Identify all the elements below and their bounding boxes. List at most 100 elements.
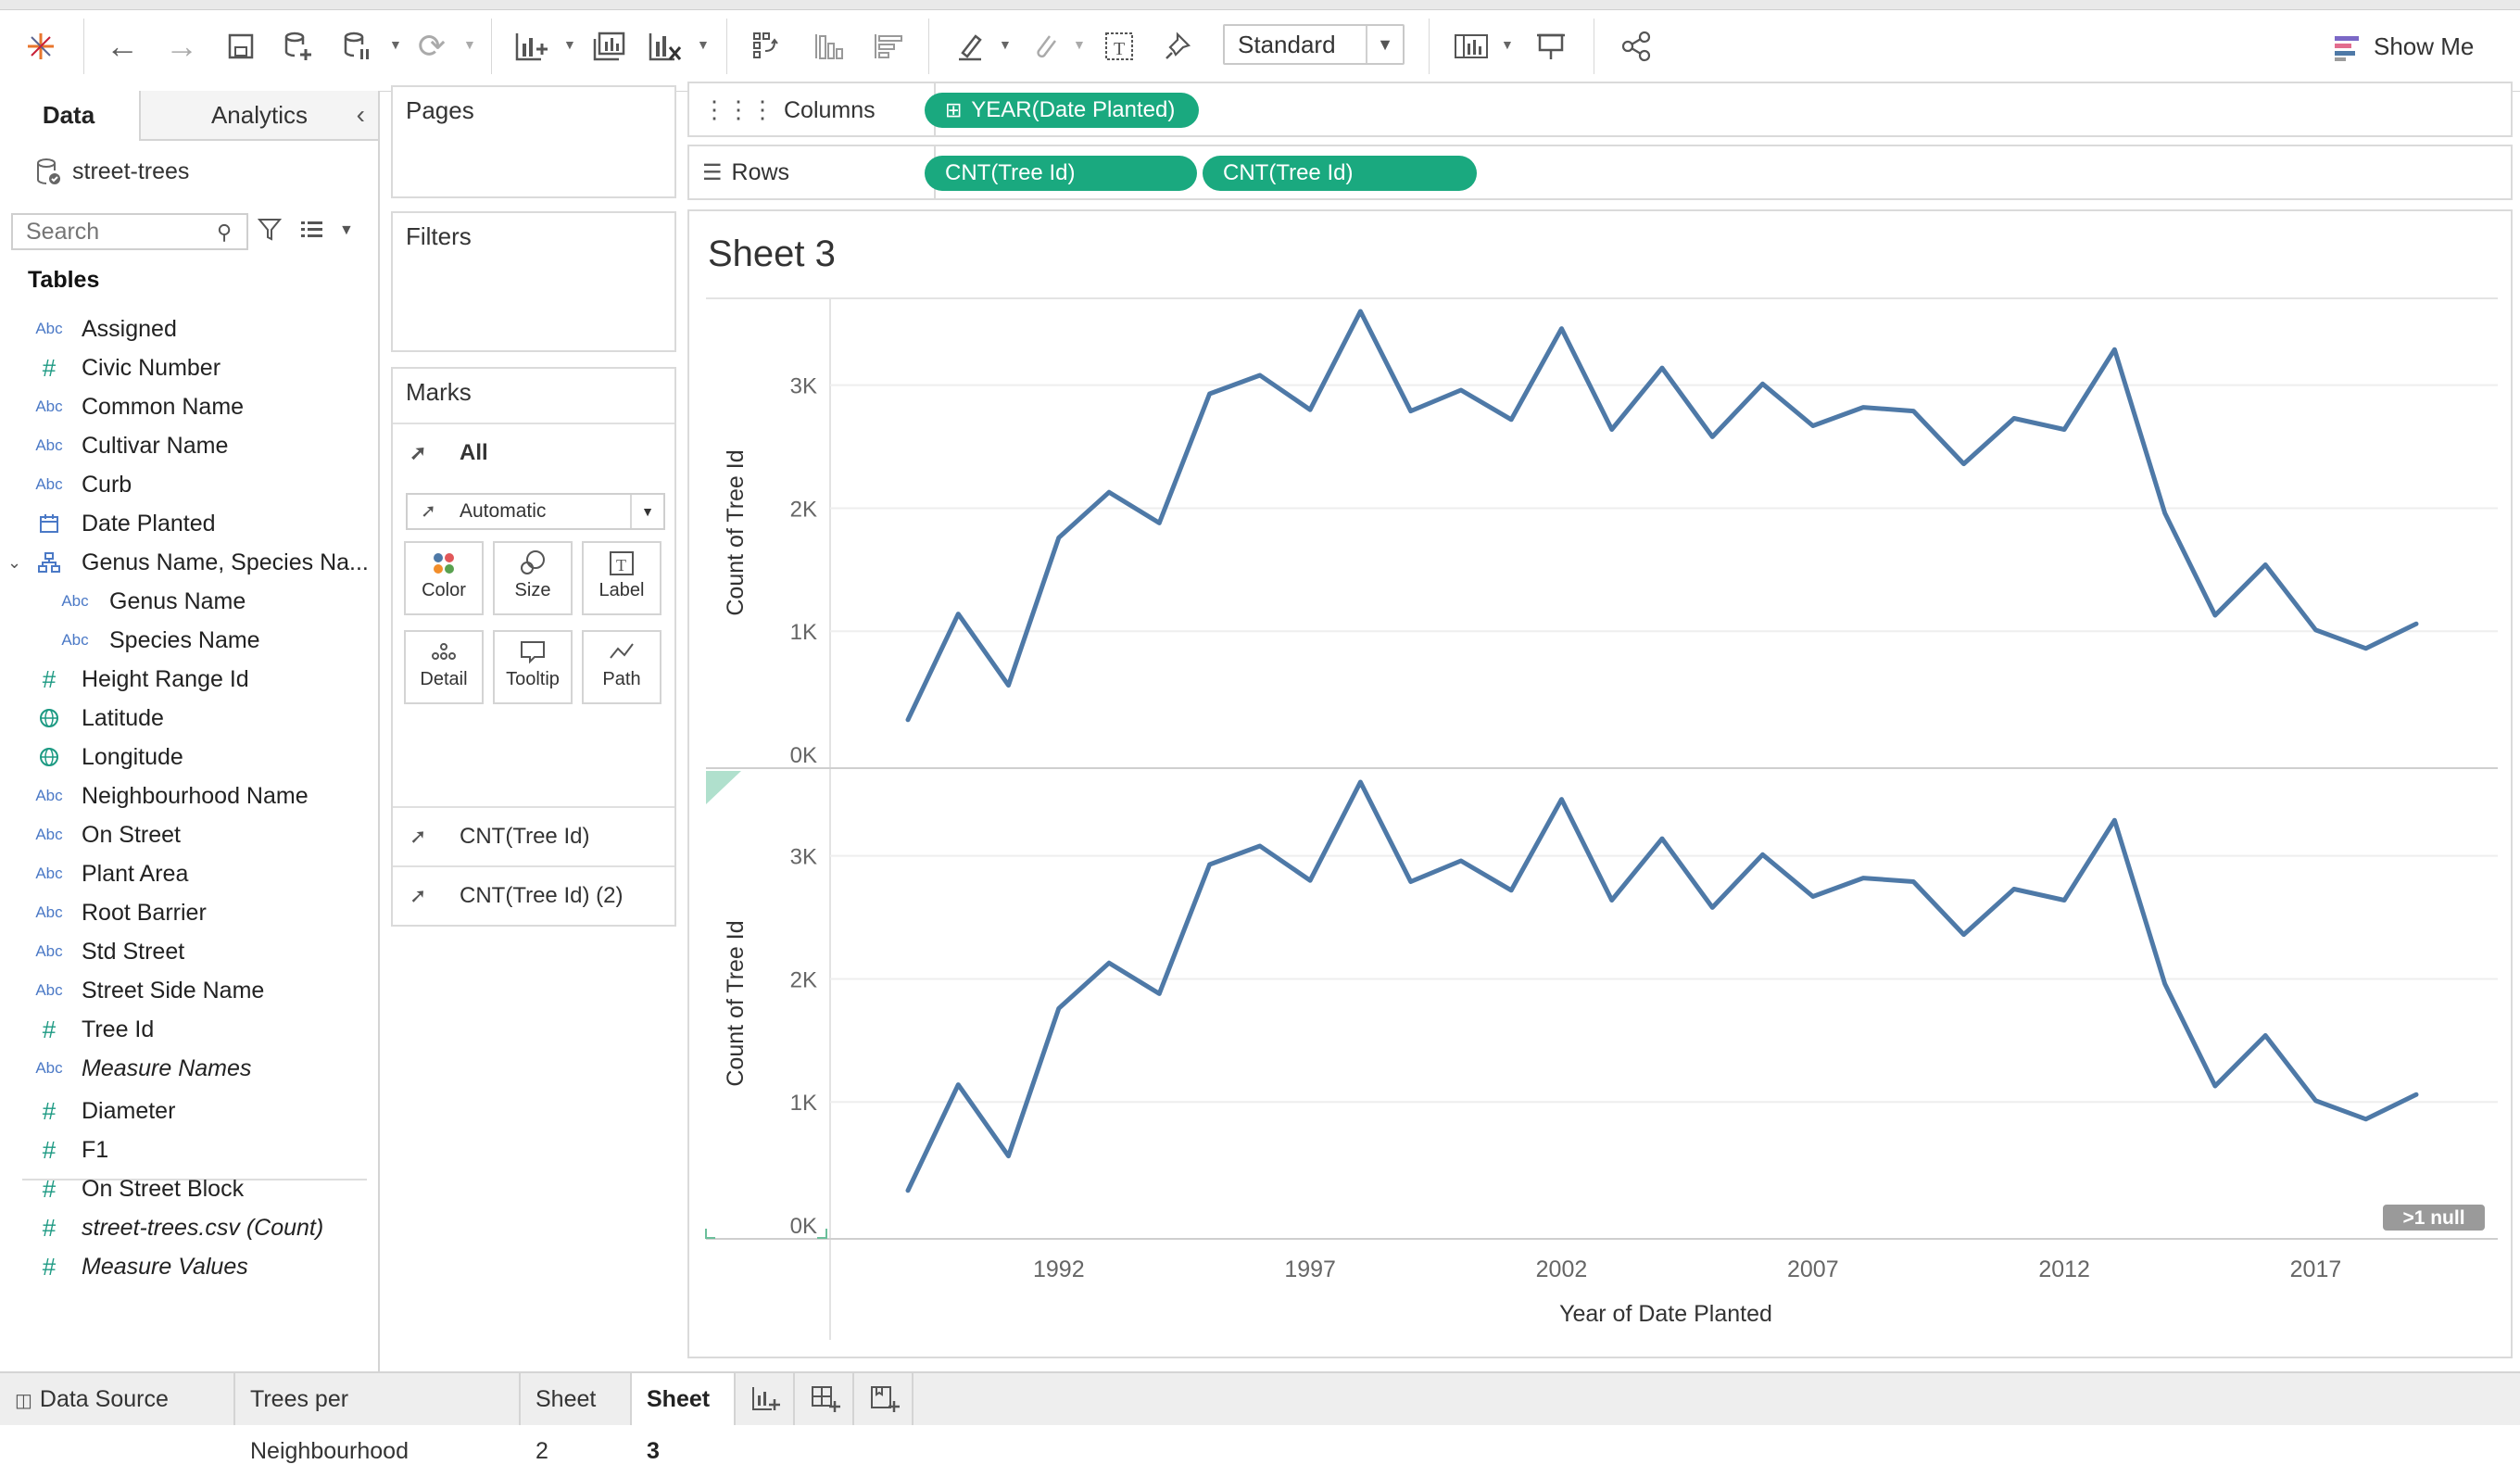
field-civic-number[interactable]: # Civic Number <box>0 348 371 387</box>
detail-button[interactable]: Detail <box>404 630 484 704</box>
expand-chevron-icon[interactable]: ⌄ <box>7 553 22 572</box>
new-datasource-icon[interactable] <box>280 26 317 67</box>
pill-cnt-tree-id-1[interactable]: CNT(Tree Id) <box>925 156 1197 191</box>
x-tick-label: 1992 <box>1033 1256 1085 1282</box>
line-mark-icon: ➚ <box>410 825 427 848</box>
field-longitude[interactable]: Longitude <box>0 738 371 776</box>
field-assigned[interactable]: Abc Assigned <box>0 309 371 348</box>
pause-updates-icon[interactable] <box>339 26 376 67</box>
save-icon[interactable] <box>222 26 259 67</box>
field-cultivar-name[interactable]: Abc Cultivar Name <box>0 426 371 465</box>
columns-shelf[interactable]: ⋮⋮⋮ Columns ⊞ YEAR(Date Planted) <box>687 82 2513 137</box>
tab-sheet-2[interactable]: Sheet 2 <box>521 1373 632 1464</box>
toolbar-separator <box>83 19 84 74</box>
filters-card[interactable]: Filters <box>391 211 676 352</box>
pages-card[interactable]: Pages <box>391 85 676 198</box>
field-height-range-id[interactable]: # Height Range Id <box>0 660 371 699</box>
field-on-street-block[interactable]: # On Street Block <box>0 1169 371 1208</box>
x-tick-label: 2017 <box>2290 1256 2342 1282</box>
field-neighbourhood-name[interactable]: Abc Neighbourhood Name <box>0 776 371 815</box>
tab-trees-per-neighbourhood[interactable]: Trees per Neighbourhood <box>235 1373 521 1464</box>
field-f1[interactable]: # F1 <box>0 1130 371 1169</box>
new-dashboard-tab-button[interactable] <box>795 1373 854 1425</box>
new-worksheet-dropdown-icon[interactable]: ▼ <box>563 37 576 52</box>
show-cards-icon[interactable] <box>1451 26 1492 67</box>
tooltip-button[interactable]: Tooltip <box>493 630 573 704</box>
label-button[interactable]: T Label <box>582 541 662 615</box>
new-story-tab-button[interactable] <box>854 1373 914 1425</box>
refresh-icon[interactable]: ⟳ <box>417 27 447 65</box>
pill-cnt-tree-id-2[interactable]: CNT(Tree Id) <box>1203 156 1477 191</box>
view-list-icon[interactable] <box>300 219 324 246</box>
new-worksheet-tab-button[interactable] <box>736 1373 795 1425</box>
sort-descending-icon[interactable] <box>869 26 906 67</box>
detail-label: Detail <box>420 669 468 689</box>
collapse-pane-icon[interactable]: ‹ <box>356 100 365 129</box>
show-mark-labels-icon[interactable]: T <box>1101 26 1138 67</box>
show-cards-dropdown-icon[interactable]: ▼ <box>1501 37 1514 52</box>
chevron-down-icon[interactable]: ▼ <box>630 495 663 528</box>
field-genus-name[interactable]: Abc Genus Name <box>0 582 371 621</box>
marks-cnt-tree-id-row[interactable]: ➚ CNT(Tree Id) <box>393 806 674 865</box>
tab-sheet-3[interactable]: Sheet 3 <box>632 1373 736 1464</box>
refresh-dropdown-icon[interactable]: ▼ <box>463 37 476 52</box>
rows-shelf[interactable]: ☰ Rows CNT(Tree Id) CNT(Tree Id) <box>687 145 2513 200</box>
swap-rows-columns-icon[interactable] <box>749 26 786 67</box>
presentation-mode-icon[interactable] <box>1532 26 1569 67</box>
chevron-down-icon[interactable]: ▼ <box>1366 26 1403 63</box>
field-measure-values[interactable]: # Measure Values <box>0 1247 371 1286</box>
pill-year-date-planted[interactable]: ⊞ YEAR(Date Planted) <box>925 93 1199 128</box>
field-plant-area[interactable]: Abc Plant Area <box>0 854 371 893</box>
pause-updates-dropdown-icon[interactable]: ▼ <box>389 37 402 52</box>
field-species-name[interactable]: Abc Species Name <box>0 621 371 660</box>
field-common-name[interactable]: Abc Common Name <box>0 387 371 426</box>
redo-icon[interactable]: → <box>165 27 198 65</box>
clear-sheet-dropdown-icon[interactable]: ▼ <box>697 37 710 52</box>
clear-sheet-icon[interactable] <box>645 26 686 67</box>
field-std-street[interactable]: Abc Std Street <box>0 932 371 971</box>
mark-type-select[interactable]: ➚ Automatic ▼ <box>406 493 665 530</box>
share-icon[interactable] <box>1618 26 1655 67</box>
new-worksheet-icon[interactable] <box>511 26 552 67</box>
dimensions-measures-divider <box>22 1179 367 1180</box>
field-root-barrier[interactable]: Abc Root Barrier <box>0 893 371 932</box>
marks-all-row[interactable]: ➚ All <box>393 423 674 482</box>
field-latitude[interactable]: Latitude <box>0 699 371 738</box>
tab-analytics[interactable]: Analytics ‹ <box>139 91 378 141</box>
color-button[interactable]: Color <box>404 541 484 615</box>
field-street-side-name[interactable]: Abc Street Side Name <box>0 971 371 1010</box>
field-tree-id[interactable]: # Tree Id <box>0 1010 371 1049</box>
field-date-planted[interactable]: Date Planted <box>0 504 371 543</box>
group-dropdown-icon[interactable]: ▼ <box>1073 37 1086 52</box>
pill-label: CNT(Tree Id) <box>945 160 1076 185</box>
datasource-icon <box>35 158 61 192</box>
number-type-icon: # <box>42 665 57 693</box>
marks-cnt-tree-id-2-row[interactable]: ➚ CNT(Tree Id) (2) <box>393 865 674 925</box>
filter-icon[interactable] <box>257 217 283 247</box>
search-input[interactable] <box>11 213 248 250</box>
view-options-dropdown-icon[interactable]: ▼ <box>339 222 354 238</box>
path-button[interactable]: Path <box>582 630 662 704</box>
number-type-icon: # <box>42 1136 57 1164</box>
highlight-dropdown-icon[interactable]: ▼ <box>999 37 1012 52</box>
field-street-trees-count[interactable]: # street-trees.csv (Count) <box>0 1208 371 1247</box>
field-diameter[interactable]: # Diameter <box>0 1092 371 1130</box>
sort-ascending-icon[interactable] <box>810 26 847 67</box>
undo-icon[interactable]: ← <box>106 27 139 65</box>
field-hierarchy-genus-species[interactable]: ⌄ Genus Name, Species Na... <box>0 543 371 582</box>
size-button[interactable]: Size <box>493 541 573 615</box>
fit-mode-select[interactable]: Standard ▼ <box>1223 24 1405 65</box>
field-on-street[interactable]: Abc On Street <box>0 815 371 854</box>
field-measure-names[interactable]: Abc Measure Names <box>0 1049 371 1088</box>
tab-data-source[interactable]: ◫ Data Source <box>0 1373 235 1425</box>
tab-data[interactable]: Data <box>0 91 137 142</box>
tableau-logo-icon[interactable] <box>22 26 59 67</box>
datasource-item[interactable]: street-trees <box>35 148 350 195</box>
group-members-icon[interactable] <box>1027 26 1064 67</box>
show-me-button[interactable]: Show Me <box>2335 28 2474 65</box>
fix-axes-icon[interactable] <box>1160 26 1197 67</box>
field-curb[interactable]: Abc Curb <box>0 465 371 504</box>
tooltip-label: Tooltip <box>506 669 560 689</box>
duplicate-sheet-icon[interactable] <box>589 26 630 67</box>
highlight-icon[interactable] <box>952 26 989 67</box>
